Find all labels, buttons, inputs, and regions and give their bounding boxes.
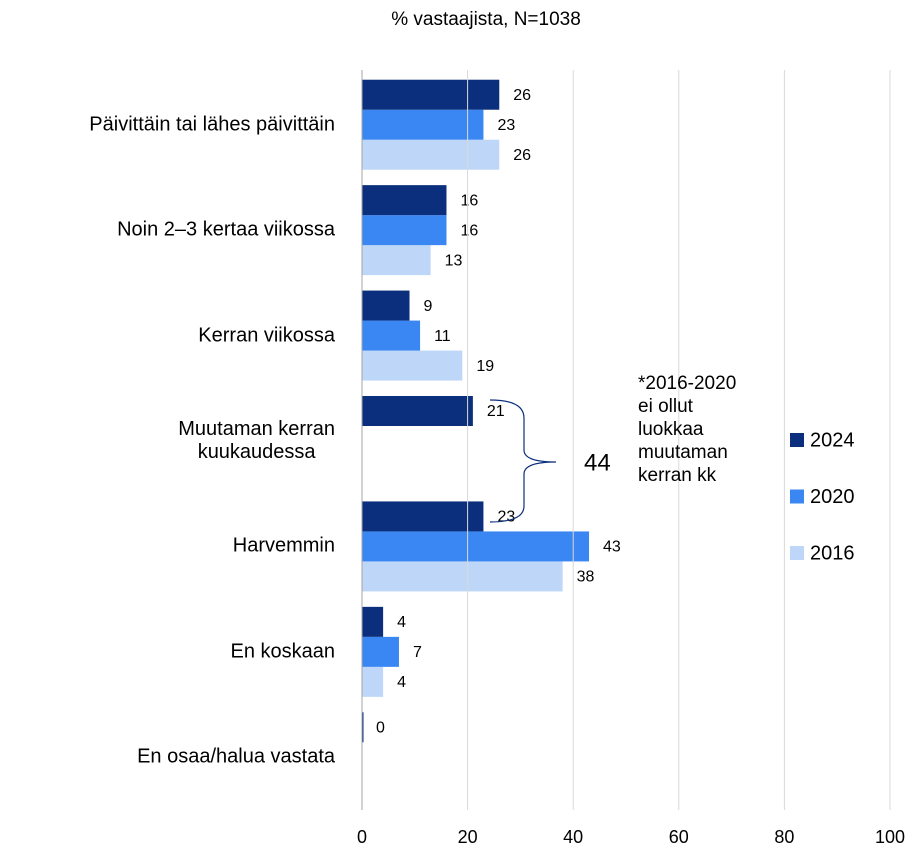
x-tick-label: 100 — [875, 827, 905, 847]
legend-label: 2020 — [810, 486, 855, 508]
value-label: 23 — [497, 117, 515, 134]
bar — [362, 290, 410, 321]
value-label: 0 — [376, 720, 385, 737]
y-tick-label: Päivittäin tai lähes päivittäin — [89, 113, 335, 136]
x-tick-label: 80 — [774, 827, 794, 847]
chart-title: % vastaajista, N=1038 — [391, 9, 581, 30]
value-label: 11 — [434, 328, 451, 345]
value-label: 23 — [497, 509, 515, 526]
bar — [362, 606, 384, 637]
y-tick-label: Muutaman kerran kuukaudessa — [178, 418, 335, 464]
x-tick-label: 40 — [563, 827, 583, 847]
x-tick-label: 0 — [357, 827, 367, 847]
bar — [362, 350, 463, 381]
bar — [362, 712, 364, 743]
bar — [362, 531, 590, 562]
y-tick-label: Kerran viikossa — [198, 324, 335, 347]
bar — [362, 561, 563, 592]
y-tick-label: En osaa/halua vastata — [137, 746, 335, 769]
value-label: 7 — [413, 644, 422, 661]
value-label: 4 — [397, 614, 406, 631]
value-label: 38 — [577, 569, 595, 586]
legend-swatch — [790, 489, 804, 504]
bar — [362, 501, 484, 532]
y-tick-text: En koskaan — [230, 640, 335, 663]
legend-label: 2024 — [810, 429, 855, 451]
bar — [362, 215, 447, 246]
value-label: 4 — [397, 674, 406, 691]
y-tick-text: Muutaman kerran kuukaudessa — [178, 418, 335, 463]
bar — [362, 666, 384, 697]
value-label: 16 — [460, 192, 478, 209]
legend-label: 2016 — [810, 542, 855, 564]
bar — [362, 109, 484, 140]
bar — [362, 320, 421, 351]
x-tick-label: 60 — [669, 827, 689, 847]
value-label: 26 — [513, 147, 531, 164]
annotation: 44 — [584, 449, 611, 476]
bar — [362, 185, 447, 216]
brace — [489, 399, 557, 523]
bar — [362, 139, 500, 170]
value-label: 9 — [424, 298, 433, 315]
value-label: 21 — [487, 403, 505, 420]
y-tick-label: Harvemmin — [233, 535, 335, 558]
y-tick-text: Noin 2–3 kertaa viikossa — [117, 218, 335, 241]
y-tick-text: Harvemmin — [232, 534, 335, 557]
value-label: 19 — [476, 358, 494, 375]
x-tick-label: 20 — [458, 827, 478, 847]
y-tick-text: Kerran viikossa — [198, 324, 335, 347]
legend-swatch — [790, 546, 804, 560]
annotation-note: *2016-2020 ei ollut luokkaa muutaman ker… — [638, 373, 737, 486]
y-tick-label: En koskaan — [230, 640, 335, 663]
y-tick-text: En osaa/halua vastata — [137, 745, 335, 768]
y-tick-text: Päivittäin tai lähes päivittäin — [89, 113, 335, 136]
value-label: 13 — [445, 252, 463, 269]
value-label: 43 — [603, 539, 621, 556]
bar — [362, 79, 500, 110]
value-label: 26 — [513, 87, 531, 104]
bar — [362, 636, 399, 667]
value-label: 16 — [460, 222, 478, 239]
y-tick-label: Noin 2–3 kertaa viikossa — [117, 219, 335, 242]
bar — [362, 245, 431, 276]
bar — [362, 396, 473, 426]
legend-swatch — [790, 433, 804, 447]
